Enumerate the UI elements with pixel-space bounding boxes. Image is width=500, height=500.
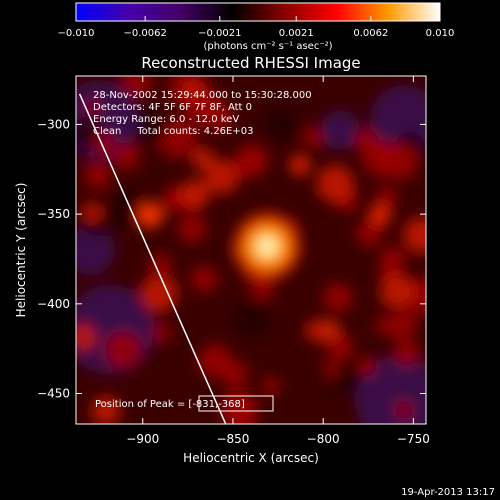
colorbar-unit-label: (photons cm⁻² s⁻¹ asec⁻²) [203,41,332,52]
annotation-detectors: Detectors: 4F 5F 6F 7F 8F, Att 0 [93,102,252,113]
colorbar-frame [75,2,441,22]
peak-value-box [198,395,274,412]
y-tick-label: −350 [37,207,70,221]
x-tick-label: −850 [216,432,249,446]
x-axis-label: Heliocentric X (arcsec) [183,451,319,465]
colorbar-tick-label: 0.010 [426,28,455,39]
x-tick-label: −750 [397,432,430,446]
chart-title: Reconstructed RHESSI Image [141,54,360,72]
axis-ticks: −900 −850 −800 −750 −300 −350 −400 −450 [37,76,430,446]
colorbar-tick-label: −0.0021 [198,28,241,39]
colorbar-tick-label: −0.010 [57,28,94,39]
y-tick-label: −450 [37,387,70,401]
y-axis-label: Heliocentric Y (arcsec) [14,183,28,318]
heatmap-blobs [76,76,426,424]
y-tick-label: −400 [37,297,70,311]
colorbar-tick-label: 0.0062 [353,28,388,39]
heatmap-area [76,76,426,424]
colorbar-tick-label: −0.0062 [123,28,166,39]
colorbar-tick-label: 0.0021 [279,28,314,39]
colorbar [76,3,440,21]
solar-limb-line [78,93,227,424]
y-tick-label: −300 [37,117,70,131]
annotation-peak-position: Position of Peak = [-831,-368] [95,399,245,410]
annotation-total-counts: Clean Total counts: 4.26E+03 [93,126,253,137]
x-tick-label: −800 [307,432,340,446]
timestamp: 19-Apr-2013 13:17 [401,487,495,498]
x-tick-label: −900 [126,432,159,446]
annotation-time-range: 28-Nov-2002 15:29:44.000 to 15:30:28.000 [93,90,312,101]
annotation-energy-range: Energy Range: 6.0 - 12.0 keV [93,114,239,125]
colorbar-ticks: −0.010 −0.0062 −0.0021 0.0021 0.0062 0.010 [57,16,454,39]
plot-frame [75,75,427,425]
